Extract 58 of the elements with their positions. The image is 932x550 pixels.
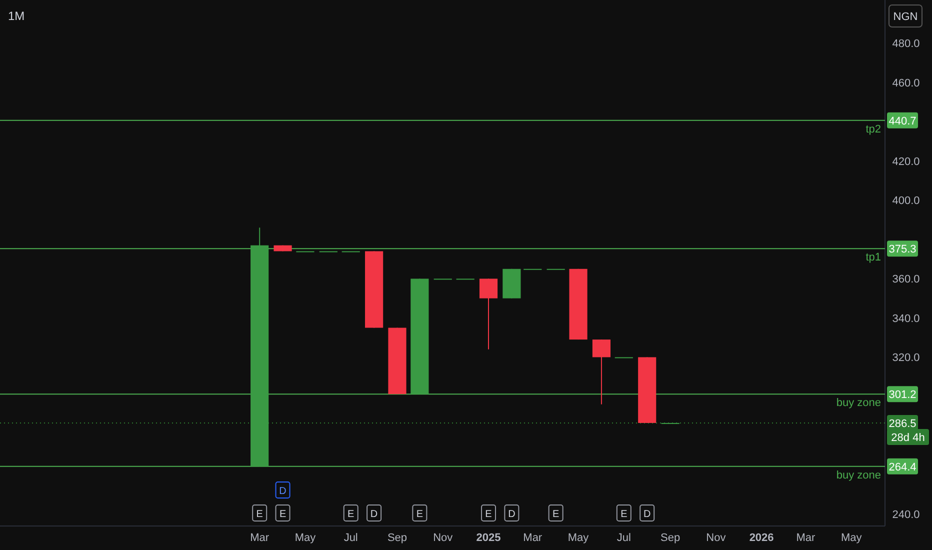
y-axis-title: NGN xyxy=(893,11,918,23)
event-badge-icon: E xyxy=(616,504,632,522)
x-tick-label: Mar xyxy=(250,532,270,544)
annotation: E xyxy=(279,509,286,520)
annotation: 375.3 xyxy=(888,244,916,256)
y-tick-label: 400.0 xyxy=(892,195,920,208)
annotation: E xyxy=(256,509,264,520)
annotation: E xyxy=(485,509,492,520)
annotation: 440.7 xyxy=(888,115,916,128)
y-tick-label: 240.0 xyxy=(892,509,920,522)
y-tick-label: 480.0 xyxy=(892,38,920,50)
x-tick-label: May xyxy=(294,532,316,544)
event-badge-icon: D xyxy=(640,504,655,522)
x-tick-label: 2025 xyxy=(476,532,501,544)
ref-line-label: buy zone xyxy=(836,469,881,482)
annotation: E xyxy=(348,509,355,520)
ref-line-label: tp1 xyxy=(866,252,881,264)
annotation: E xyxy=(552,509,560,520)
event-badge-icon: E xyxy=(275,504,290,522)
y-tick-label: 420.0 xyxy=(892,156,920,168)
x-tick-label: Jul xyxy=(344,532,358,544)
annotation: D xyxy=(643,509,651,520)
x-tick-label: Mar xyxy=(523,532,542,544)
candlestick xyxy=(479,278,498,350)
y-tick-label: 340.0 xyxy=(892,312,920,325)
x-tick-label: Nov xyxy=(706,532,726,544)
y-tick-label: 360.0 xyxy=(892,274,920,286)
event-badge-icon: E xyxy=(343,504,358,522)
x-tick-label: Mar xyxy=(796,532,816,544)
event-badge-icon: D xyxy=(504,504,520,522)
annotation: D xyxy=(370,509,378,520)
x-tick-label: Jul xyxy=(616,532,631,544)
x-tick-label: May xyxy=(840,532,862,544)
annotation: D xyxy=(508,509,516,520)
event-badge-icon: E xyxy=(548,504,564,522)
x-tick-label: 2026 xyxy=(749,532,774,544)
annotation: E xyxy=(416,509,424,520)
y-tick-label: 460.0 xyxy=(892,77,920,90)
event-badge-icon: E xyxy=(412,504,428,522)
event-badge-icon: E xyxy=(481,504,496,522)
annotation: 301.2 xyxy=(888,389,916,402)
x-tick-label: Nov xyxy=(433,532,454,544)
event-badge-icon: E xyxy=(252,504,268,522)
text: 28d 4h xyxy=(891,432,925,444)
text: 1M xyxy=(8,9,25,23)
y-tick-label: 320.0 xyxy=(892,352,920,364)
candlestick xyxy=(592,339,611,405)
event-badge-icon: D xyxy=(275,482,290,498)
annotation: 286.5 xyxy=(888,418,916,430)
ref-line-label: buy zone xyxy=(836,397,881,410)
annotation: E xyxy=(620,509,628,520)
annotation: D xyxy=(279,486,286,497)
ref-line-label: tp2 xyxy=(866,123,881,136)
x-tick-label: Sep xyxy=(660,532,680,544)
x-tick-label: May xyxy=(568,532,590,544)
event-badge-icon: D xyxy=(366,504,382,522)
x-tick-label: Sep xyxy=(387,532,408,544)
annotation: 264.4 xyxy=(888,461,916,474)
